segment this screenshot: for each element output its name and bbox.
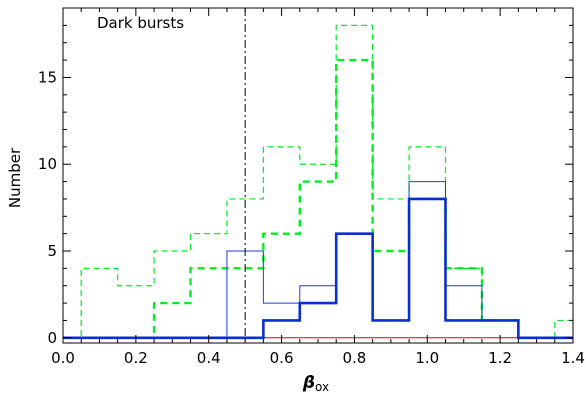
x-tick-label: 0.6 — [270, 349, 294, 367]
x-tick-label: 1.0 — [415, 349, 439, 367]
y-tick-label: 10 — [38, 155, 57, 173]
dark-bursts-annotation: Dark bursts — [97, 14, 184, 32]
plot-frame — [62, 7, 574, 344]
y-tick-label: 0 — [47, 329, 57, 347]
y-tick-label: 15 — [38, 68, 57, 86]
x-tick-label: 0.0 — [51, 349, 75, 367]
x-tick-label: 1.4 — [561, 349, 585, 367]
y-axis-title: Number — [6, 147, 24, 208]
histogram-series-2 — [63, 181, 573, 339]
histogram-series-1 — [63, 58, 573, 339]
x-axis-title-symbol: β — [302, 373, 315, 393]
x-axis-title: βox — [302, 373, 329, 394]
plot-area — [62, 7, 574, 344]
x-axis-title-subscript: ox — [315, 380, 329, 394]
x-tick-label: 1.2 — [488, 349, 512, 367]
x-tick-label: 0.2 — [124, 349, 148, 367]
series-layer — [63, 24, 573, 340]
y-tick-label: 5 — [47, 242, 57, 260]
axes-layer: 0.0 0.2 0.4 0.6 0.8 1.0 1.2 1.4 0 5 10 15 — [38, 8, 585, 367]
x-tick-label: 0.8 — [342, 349, 366, 367]
histogram-series-0 — [63, 24, 573, 339]
histogram-series-3 — [63, 197, 573, 340]
x-tick-label: 0.4 — [197, 349, 221, 367]
